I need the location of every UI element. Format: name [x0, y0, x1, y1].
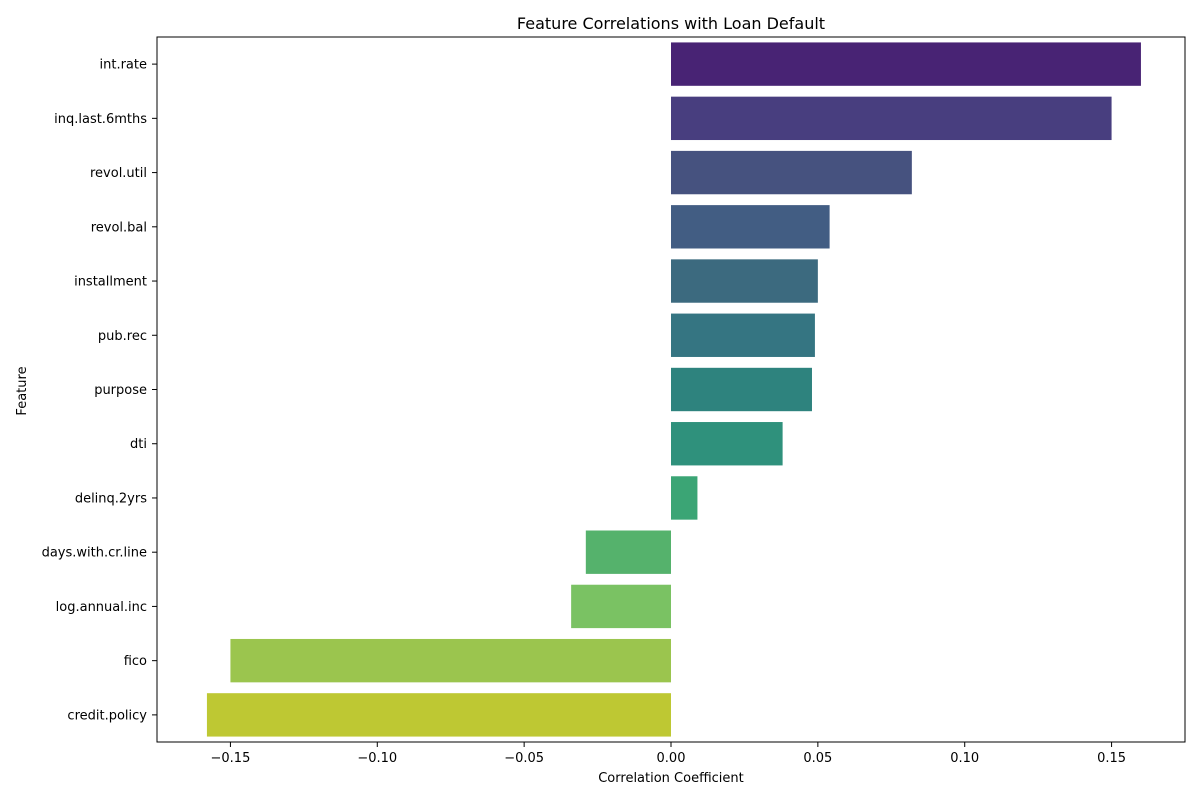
- y-tick-label: dti: [130, 437, 147, 452]
- x-tick-label: 0.00: [657, 751, 686, 766]
- bar-fico: [230, 638, 671, 683]
- y-tick-label: fico: [124, 654, 147, 669]
- y-tick-label: revol.util: [90, 166, 147, 181]
- x-tick-label: −0.05: [504, 751, 544, 766]
- x-tick-label: −0.10: [357, 751, 397, 766]
- x-axis-label: Correlation Coefficient: [598, 771, 744, 786]
- y-axis-label: Feature: [15, 366, 30, 415]
- y-tick-label: inq.last.6mths: [54, 112, 147, 127]
- bar-inq-last-6mths: [671, 96, 1112, 141]
- x-tick-label: −0.15: [211, 751, 251, 766]
- x-tick-label: 0.10: [950, 751, 979, 766]
- y-tick-label: revol.bal: [91, 220, 147, 235]
- bar-int-rate: [671, 42, 1141, 86]
- bar-pub-rec: [671, 313, 815, 357]
- bar-log-annual-inc: [571, 584, 671, 629]
- bar-dti: [671, 422, 783, 466]
- y-tick-label: purpose: [94, 383, 147, 398]
- y-tick-label: credit.policy: [67, 708, 147, 723]
- bar-purpose: [671, 367, 812, 412]
- bar-revol-bal: [671, 205, 830, 249]
- y-tick-label: delinq.2yrs: [75, 491, 147, 506]
- bars-layer: [206, 42, 1141, 737]
- y-tick-label: log.annual.inc: [56, 600, 147, 615]
- x-tick-label: 0.05: [803, 751, 832, 766]
- y-tick-label: int.rate: [100, 58, 148, 73]
- bar-credit-policy: [206, 693, 671, 737]
- axes-layer: int.rate inq.last.6mths revol.util revol.ba…: [42, 36, 1186, 766]
- x-tick-label: 0.15: [1097, 751, 1126, 766]
- y-tick-label: pub.rec: [98, 329, 147, 344]
- chart-title: Feature Correlations with Loan Default: [517, 14, 825, 33]
- bar-revol-util: [671, 150, 912, 195]
- y-tick-label: installment: [74, 275, 147, 290]
- bar-days-with-cr-line: [585, 530, 671, 574]
- bar-installment: [671, 259, 818, 303]
- y-tick-label: days.with.cr.line: [42, 546, 147, 561]
- bar-delinq-2yrs: [671, 476, 698, 520]
